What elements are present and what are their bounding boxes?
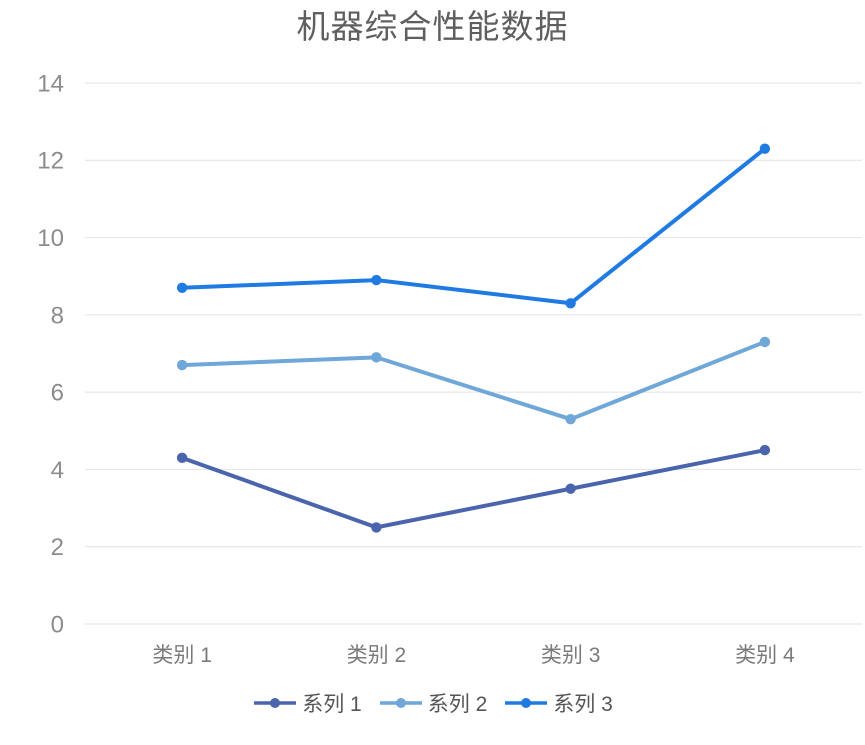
series-3-point [759, 143, 771, 154]
series-1-point [371, 522, 382, 533]
legend-marker-dot [270, 698, 281, 708]
chart-title: 机器综合性能数据 [296, 10, 569, 46]
series-2-point [565, 413, 576, 425]
y-axis-tick-label: 12 [37, 148, 64, 175]
x-axis-category-label: 类别 2 [347, 644, 407, 667]
y-axis-tick-label: 2 [51, 534, 64, 561]
series-3-line [180, 146, 767, 306]
x-axis-category-label: 类别 4 [735, 644, 795, 667]
legend-line-marker-icon [254, 698, 297, 708]
y-axis-tick-label: 6 [51, 380, 64, 407]
legend-item-series-1: 系列 1 [252, 688, 362, 718]
y-axis-tick-label: 10 [37, 225, 64, 252]
x-axis-category-label: 类别 3 [541, 644, 601, 667]
legend-marker-dot [521, 698, 532, 708]
y-axis-tick-label: 14 [37, 70, 64, 97]
legend-item-series-3: 系列 3 [503, 688, 613, 718]
legend-line-marker-icon [505, 698, 548, 708]
legend-label: 系列 3 [553, 693, 613, 716]
chart-legend: 系列 1 系列 2 系列 3 [0, 688, 865, 718]
series-3-point [565, 298, 576, 309]
series-3-point [176, 282, 188, 294]
legend-line-marker-icon [379, 698, 422, 708]
series-1-point [176, 452, 188, 464]
legend-marker-dot [395, 698, 406, 708]
legend-item-series-2: 系列 2 [378, 688, 488, 718]
series-1-point [759, 444, 771, 456]
series-3-point [371, 274, 382, 286]
y-axis-tick-label: 0 [51, 611, 64, 638]
y-axis-tick-label: 4 [51, 457, 64, 484]
series-1-point [565, 483, 576, 494]
series-1-line [180, 448, 767, 530]
series-2-point [759, 336, 771, 348]
x-axis-category-label: 类别 1 [152, 644, 212, 667]
legend-label: 系列 1 [302, 693, 362, 716]
series-2-point [371, 352, 382, 363]
y-axis-tick-label: 8 [51, 302, 64, 329]
series-2-line [180, 339, 767, 422]
legend-label: 系列 2 [427, 693, 488, 716]
series-2-point [176, 359, 188, 371]
